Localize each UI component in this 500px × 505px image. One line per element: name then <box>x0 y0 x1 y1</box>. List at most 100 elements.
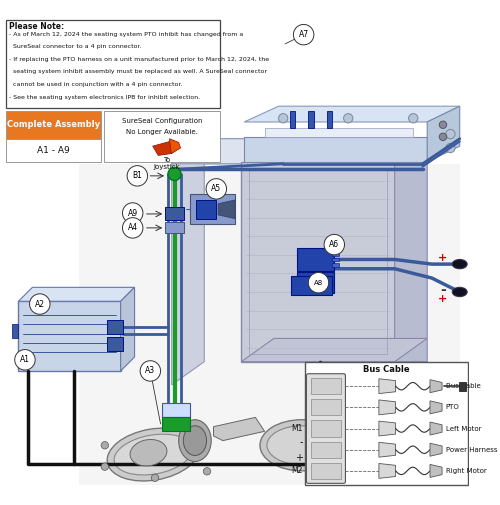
Ellipse shape <box>452 287 467 296</box>
Text: A1 - A9: A1 - A9 <box>38 146 70 155</box>
Ellipse shape <box>184 426 206 456</box>
Bar <box>332 252 339 256</box>
Circle shape <box>206 179 227 199</box>
Bar <box>165 208 184 221</box>
Text: A7: A7 <box>298 30 308 39</box>
Polygon shape <box>379 464 396 478</box>
Text: -: - <box>440 283 446 297</box>
Bar <box>311 421 341 437</box>
Bar <box>6 111 101 139</box>
Text: M2: M2 <box>292 467 302 475</box>
Polygon shape <box>430 380 442 393</box>
Bar <box>311 463 341 479</box>
Polygon shape <box>379 442 396 457</box>
Bar <box>162 418 190 431</box>
Text: Bus Cable: Bus Cable <box>446 383 480 389</box>
Bar <box>327 111 332 128</box>
Text: A5: A5 <box>212 184 222 193</box>
Text: A8: A8 <box>314 280 323 286</box>
Bar <box>290 111 296 128</box>
Bar <box>308 111 314 128</box>
Circle shape <box>308 273 328 293</box>
Text: A1: A1 <box>20 356 30 364</box>
Polygon shape <box>430 422 442 435</box>
Text: SureSeal connector to a 4 pin connector.: SureSeal connector to a 4 pin connector. <box>9 44 141 49</box>
Ellipse shape <box>452 260 467 269</box>
Circle shape <box>127 166 148 186</box>
Ellipse shape <box>315 441 344 478</box>
Polygon shape <box>430 401 442 414</box>
Circle shape <box>324 234 344 255</box>
Circle shape <box>140 361 160 381</box>
Circle shape <box>168 168 181 180</box>
Text: Please Note:: Please Note: <box>9 22 64 31</box>
Polygon shape <box>152 140 178 156</box>
Circle shape <box>440 133 446 140</box>
Circle shape <box>344 114 353 123</box>
Text: SureSeal Configuration: SureSeal Configuration <box>122 118 202 124</box>
Bar <box>104 111 220 162</box>
Text: seating system inhibit assembly must be replaced as well. A SureSeal connector: seating system inhibit assembly must be … <box>9 70 267 75</box>
Circle shape <box>122 203 143 223</box>
Text: Right Motor: Right Motor <box>446 468 486 474</box>
Bar <box>106 336 124 350</box>
Polygon shape <box>242 338 427 362</box>
Circle shape <box>294 24 314 45</box>
Polygon shape <box>18 287 134 301</box>
Text: +: + <box>438 252 448 263</box>
Circle shape <box>278 114 288 123</box>
Polygon shape <box>379 400 396 415</box>
Circle shape <box>122 218 143 238</box>
Ellipse shape <box>130 439 167 466</box>
Ellipse shape <box>114 434 192 475</box>
Circle shape <box>440 121 446 128</box>
Ellipse shape <box>260 420 344 471</box>
Text: A3: A3 <box>146 367 156 375</box>
Text: - See the seating system electronics IPB for inhibit selection.: - See the seating system electronics IPB… <box>9 94 200 99</box>
Ellipse shape <box>308 434 350 485</box>
Polygon shape <box>79 164 460 485</box>
Text: +: + <box>294 452 302 463</box>
Polygon shape <box>427 106 460 162</box>
Text: PTO: PTO <box>446 405 460 411</box>
Polygon shape <box>218 200 235 219</box>
Bar <box>290 276 332 295</box>
Text: - If replacing the PTO harness on a unit manufactured prior to March 12, 2024, t: - If replacing the PTO harness on a unit… <box>9 57 270 62</box>
Polygon shape <box>120 287 134 371</box>
Polygon shape <box>430 443 442 456</box>
Bar <box>311 378 341 394</box>
Circle shape <box>30 294 50 314</box>
Bar <box>162 403 190 418</box>
Circle shape <box>408 114 418 123</box>
Polygon shape <box>18 301 120 371</box>
Polygon shape <box>172 139 460 164</box>
Circle shape <box>446 143 455 153</box>
Text: No Longer Available.: No Longer Available. <box>126 129 198 135</box>
Text: -: - <box>299 437 302 447</box>
Circle shape <box>446 129 455 139</box>
Text: cannot be used in conjunction with a 4 pin connector.: cannot be used in conjunction with a 4 p… <box>9 82 182 87</box>
Circle shape <box>101 463 108 470</box>
Bar <box>311 399 341 416</box>
Text: Complete Assembly: Complete Assembly <box>7 120 100 129</box>
Polygon shape <box>379 379 396 393</box>
Bar <box>311 442 341 458</box>
Polygon shape <box>394 139 427 362</box>
Text: B1: B1 <box>132 171 142 180</box>
Ellipse shape <box>107 428 199 481</box>
Polygon shape <box>244 137 427 162</box>
Text: Bus Cable: Bus Cable <box>363 366 410 374</box>
FancyBboxPatch shape <box>306 374 346 483</box>
Text: To
Joystick: To Joystick <box>154 157 180 170</box>
Text: A2: A2 <box>35 299 45 309</box>
Circle shape <box>152 474 158 481</box>
Bar <box>196 200 216 219</box>
Bar <box>332 258 339 261</box>
Bar <box>249 169 387 354</box>
Text: - As of March 12, 2024 the seating system PTO inhibit has changed from a: - As of March 12, 2024 the seating syste… <box>9 32 244 37</box>
Bar <box>106 320 124 334</box>
Bar <box>165 222 184 233</box>
Bar <box>297 248 335 271</box>
Circle shape <box>204 468 210 475</box>
Text: A4: A4 <box>128 223 138 232</box>
